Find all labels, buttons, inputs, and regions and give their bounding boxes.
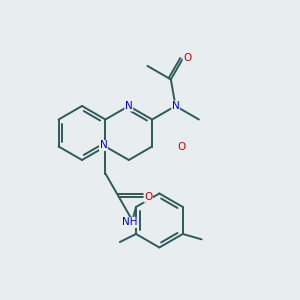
Text: O: O [183,52,191,62]
Text: NH: NH [122,218,137,227]
Text: N: N [125,101,133,111]
Text: O: O [177,142,186,152]
Text: N: N [172,101,179,111]
Text: O: O [144,192,152,202]
Text: N: N [100,140,107,151]
